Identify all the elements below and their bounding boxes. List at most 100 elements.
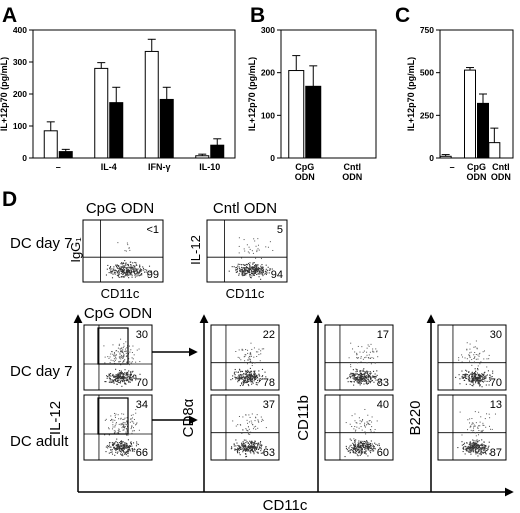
event-dot	[474, 411, 476, 413]
event-dot	[257, 427, 259, 429]
event-dot	[239, 269, 241, 271]
event-dot	[128, 270, 130, 272]
event-dot	[467, 378, 469, 380]
event-dot	[113, 266, 115, 268]
quadrant-value-lower: 83	[377, 377, 389, 389]
event-dot	[246, 378, 248, 380]
event-dot	[474, 450, 476, 452]
event-dot	[246, 363, 248, 365]
event-dot	[243, 380, 245, 382]
category-label-b: CpG	[295, 162, 314, 172]
event-dot	[247, 446, 249, 448]
event-dot	[233, 373, 235, 375]
event-dot	[120, 444, 122, 447]
event-dot	[360, 375, 362, 377]
event-dot	[248, 267, 250, 269]
event-dot	[122, 352, 124, 354]
event-dot	[469, 448, 471, 450]
event-dot	[258, 348, 260, 350]
event-dot	[132, 267, 134, 269]
event-dot	[465, 369, 467, 371]
event-dot	[251, 266, 253, 268]
event-dot	[352, 377, 354, 379]
event-dot	[247, 445, 250, 447]
event-dot	[253, 447, 255, 449]
event-dot	[242, 384, 244, 387]
event-dot	[458, 374, 460, 376]
event-dot	[112, 428, 114, 430]
event-dot	[350, 372, 352, 374]
event-dot	[360, 356, 362, 358]
event-dot	[373, 431, 375, 433]
event-dot	[363, 350, 365, 352]
event-dot	[230, 448, 232, 450]
event-dot	[238, 379, 240, 382]
event-dot	[474, 351, 476, 353]
event-dot	[247, 268, 249, 270]
event-dot	[124, 452, 126, 454]
event-dot	[143, 271, 146, 273]
event-dot	[363, 377, 365, 380]
event-dot	[483, 350, 485, 352]
event-dot	[252, 252, 254, 254]
event-dot	[119, 382, 121, 384]
event-dot	[357, 448, 359, 450]
event-dot	[473, 383, 475, 385]
event-dot	[357, 379, 359, 381]
event-dot	[127, 451, 129, 453]
event-dot	[246, 419, 248, 421]
event-dot	[118, 343, 120, 345]
event-dot	[125, 452, 127, 454]
event-dot	[249, 269, 251, 271]
event-dot	[262, 267, 264, 269]
event-dot	[251, 268, 254, 270]
event-dot	[120, 375, 122, 377]
event-dot	[241, 443, 243, 445]
event-dot	[129, 373, 132, 376]
event-dot	[364, 371, 366, 373]
event-dot	[111, 351, 113, 353]
event-dot	[461, 361, 463, 363]
event-dot	[469, 442, 471, 445]
event-dot	[131, 276, 133, 278]
event-dot	[136, 272, 138, 274]
event-dot	[108, 444, 110, 446]
event-dot	[121, 450, 123, 452]
event-dot	[245, 376, 247, 379]
event-dot	[252, 267, 254, 269]
event-dot	[354, 430, 356, 432]
event-dot	[369, 375, 371, 378]
event-dot	[349, 376, 351, 378]
event-dot	[476, 439, 478, 441]
event-dot	[110, 359, 112, 361]
event-dot	[358, 381, 360, 383]
event-dot	[472, 422, 474, 424]
event-dot	[246, 269, 249, 272]
event-dot	[469, 446, 471, 448]
event-dot	[472, 381, 474, 383]
event-dot	[375, 348, 377, 350]
event-dot	[117, 275, 120, 277]
event-dot	[368, 354, 370, 356]
event-dot	[363, 376, 365, 378]
event-dot	[140, 270, 142, 272]
event-dot	[370, 430, 372, 432]
event-dot	[240, 374, 242, 376]
event-dot	[115, 354, 117, 356]
event-dot	[144, 269, 146, 271]
quadrant-value-lower: 63	[263, 447, 275, 459]
event-dot	[367, 422, 369, 424]
event-dot	[242, 271, 244, 273]
event-dot	[355, 378, 357, 380]
event-dot	[116, 438, 118, 440]
event-dot	[369, 376, 371, 378]
event-dot	[120, 380, 122, 382]
event-dot	[243, 443, 245, 445]
event-dot	[110, 415, 112, 417]
event-dot	[236, 270, 239, 272]
event-dot	[379, 379, 381, 381]
event-dot	[366, 383, 369, 385]
event-dot	[347, 377, 349, 379]
event-dot	[465, 450, 467, 452]
event-dot	[474, 425, 476, 427]
